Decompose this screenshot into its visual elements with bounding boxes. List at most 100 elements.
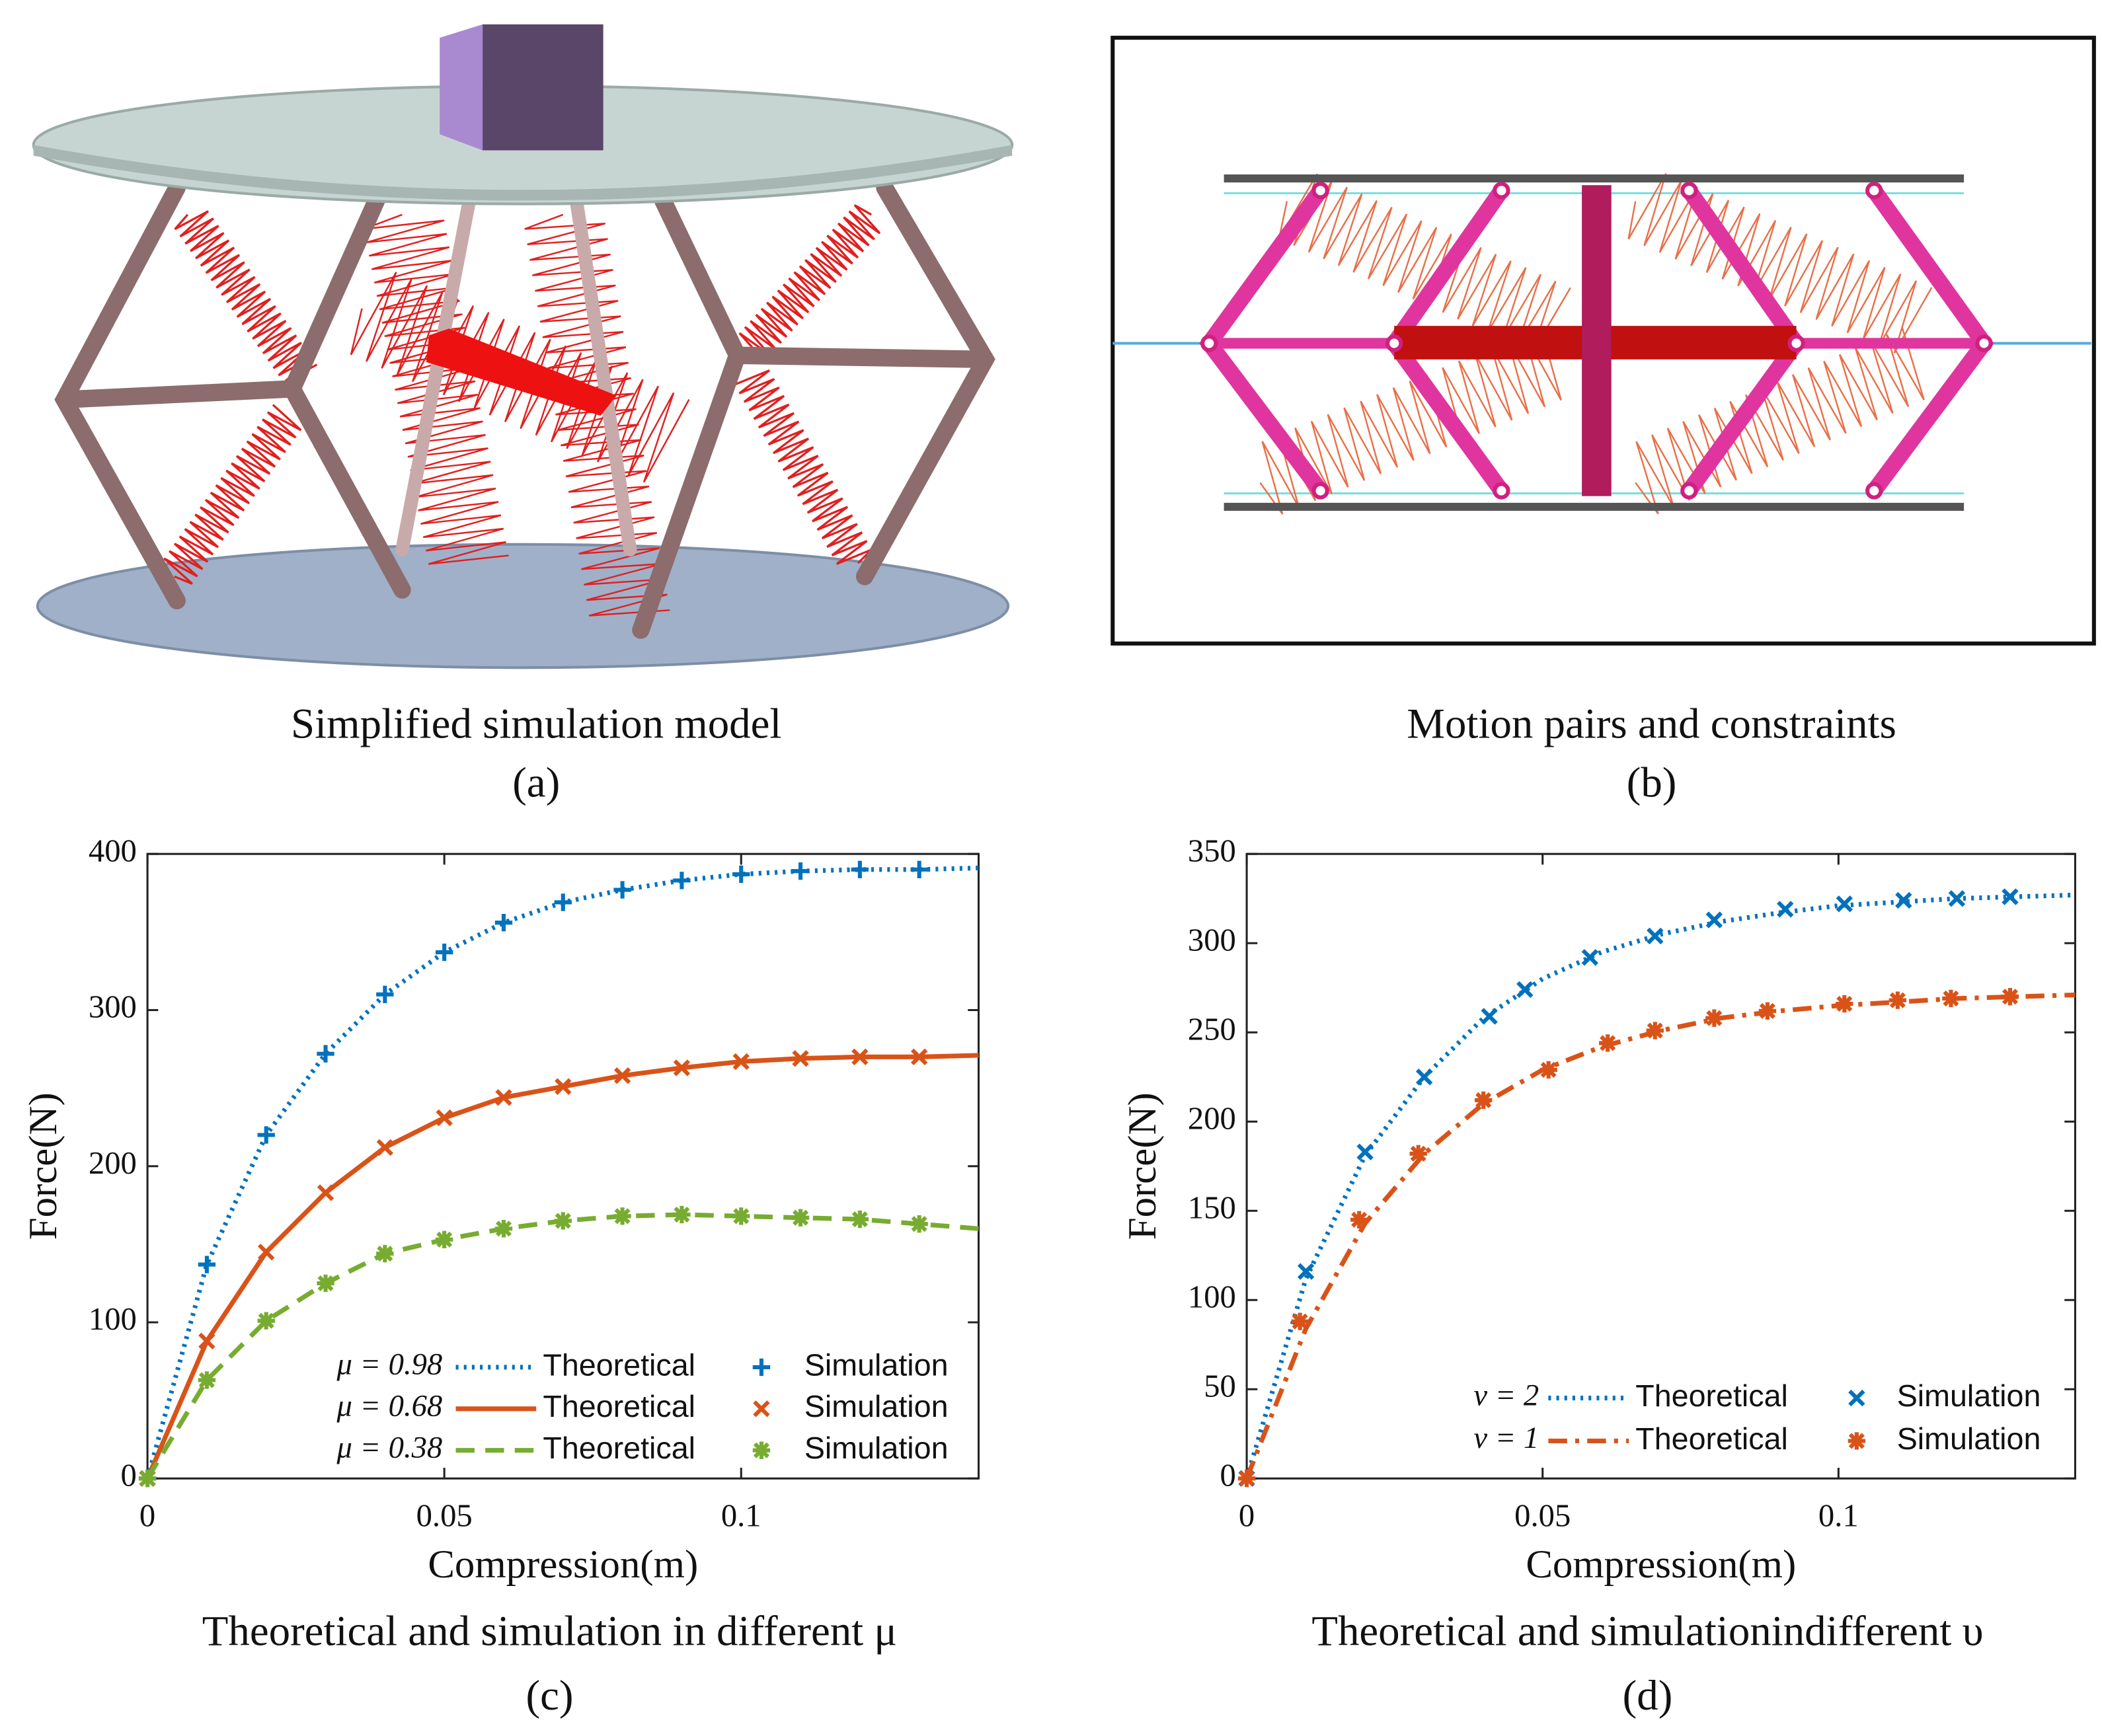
marker-stroke (495, 1089, 512, 1106)
marker (732, 1207, 750, 1225)
marker-stroke (614, 1208, 631, 1225)
marker (317, 1045, 334, 1063)
marker-stroke (1836, 995, 1853, 1012)
y-axis-label: Force(N) (1120, 1092, 1165, 1240)
marker-stroke (1948, 890, 1966, 907)
marker (673, 1059, 691, 1076)
marker-stroke (2002, 888, 2019, 905)
marker-stroke (1410, 1145, 1426, 1162)
marker-stroke (258, 1312, 274, 1329)
marker (910, 1048, 928, 1066)
spring (163, 404, 302, 585)
marker-stroke (198, 1332, 215, 1350)
mass-block-side (440, 24, 483, 151)
marker-stroke (911, 1216, 927, 1232)
marker-stroke (1415, 1069, 1433, 1086)
y-tick-label: 0 (121, 1457, 137, 1493)
marker-stroke (1475, 1092, 1492, 1108)
x-axis-label: Compression(m) (1526, 1542, 1796, 1587)
chart: 0 100 200 300 400 0 0.05 0.1 Compression(m) Force… (21, 833, 980, 1719)
marker (673, 872, 691, 889)
panel-caption: Simplified simulation model (291, 700, 781, 747)
marker-stroke (1540, 1061, 1557, 1078)
legend-group: μ = 0.98 (336, 1347, 442, 1382)
marker-stroke (733, 1208, 750, 1225)
chart-caption: Theoretical and simulationindifferent υ (1311, 1607, 1983, 1655)
panel-label: (b) (1627, 759, 1677, 807)
legend-label: Simulation (804, 1431, 949, 1465)
marker-stroke (1777, 901, 1794, 918)
marker-stroke (555, 1078, 572, 1095)
spring (1627, 172, 1933, 354)
chart-label: (d) (1623, 1672, 1673, 1719)
marker-stroke (258, 1243, 275, 1261)
spring (364, 213, 509, 565)
marker-stroke (1836, 895, 1853, 913)
marker (613, 1207, 631, 1225)
marker (1705, 1009, 1723, 1027)
marker (198, 1332, 215, 1350)
marker (1948, 890, 1966, 907)
series-line (145, 865, 979, 1480)
marker (138, 1470, 157, 1488)
legend-label: Theoretical (1635, 1421, 1788, 1456)
marker-stroke (1848, 1389, 1865, 1407)
y-tick-label: 150 (1188, 1189, 1236, 1225)
marker (494, 1220, 513, 1238)
x-axis-label: Compression(m) (428, 1542, 698, 1587)
marker (198, 1256, 216, 1273)
marker-stroke (377, 1246, 393, 1262)
marker (435, 1230, 453, 1248)
chart-caption: Theoretical and simulation in different … (202, 1607, 897, 1655)
marker-stroke (1600, 1035, 1616, 1051)
marker (613, 881, 631, 899)
series-line (1244, 892, 2076, 1480)
marker (257, 1312, 275, 1330)
marker (317, 1184, 334, 1201)
marker (753, 1400, 770, 1417)
marker (752, 1358, 771, 1377)
marker-stroke (436, 1231, 453, 1248)
marker (376, 1244, 394, 1263)
x-tick-label: 0.05 (416, 1497, 473, 1533)
marker-stroke (139, 1470, 156, 1487)
marker (1539, 1061, 1557, 1079)
marker-stroke (753, 1400, 770, 1417)
marker-stroke (436, 1109, 453, 1127)
joints (1200, 182, 1993, 500)
spring (1278, 173, 1571, 354)
marker-stroke (1943, 990, 1959, 1006)
spring (738, 204, 881, 362)
x-tick-label: 0 (1239, 1497, 1255, 1533)
marker-stroke (1516, 981, 1534, 999)
marker-stroke (1759, 1002, 1775, 1019)
marker-stroke (674, 1206, 690, 1223)
spring (524, 213, 670, 617)
marker-stroke (2002, 989, 2018, 1005)
marker-stroke (317, 1275, 334, 1291)
marker (1895, 891, 1912, 909)
marker (752, 1441, 771, 1459)
legend-label: Theoretical (1635, 1378, 1788, 1413)
legend-label: Theoretical (543, 1347, 695, 1382)
marker (257, 1126, 275, 1144)
y-tick-label: 0 (1220, 1457, 1236, 1493)
marker (851, 1048, 869, 1066)
spring (174, 210, 318, 384)
marker (1481, 1008, 1498, 1025)
top-plate-edge (33, 145, 1013, 201)
y-tick-label: 300 (1188, 922, 1236, 958)
damper (426, 328, 617, 416)
marker (1705, 911, 1723, 928)
marker-stroke (851, 1048, 869, 1066)
marker (435, 943, 453, 962)
panel-label: (a) (512, 759, 560, 807)
y-tick-label: 200 (89, 1145, 137, 1181)
marker (1646, 1022, 1664, 1039)
x-tick-label: 0.1 (1818, 1497, 1859, 1533)
legend-label: Theoretical (543, 1431, 695, 1465)
marker (494, 913, 513, 932)
marker-stroke (1647, 1022, 1663, 1039)
marker-stroke (317, 1184, 334, 1201)
